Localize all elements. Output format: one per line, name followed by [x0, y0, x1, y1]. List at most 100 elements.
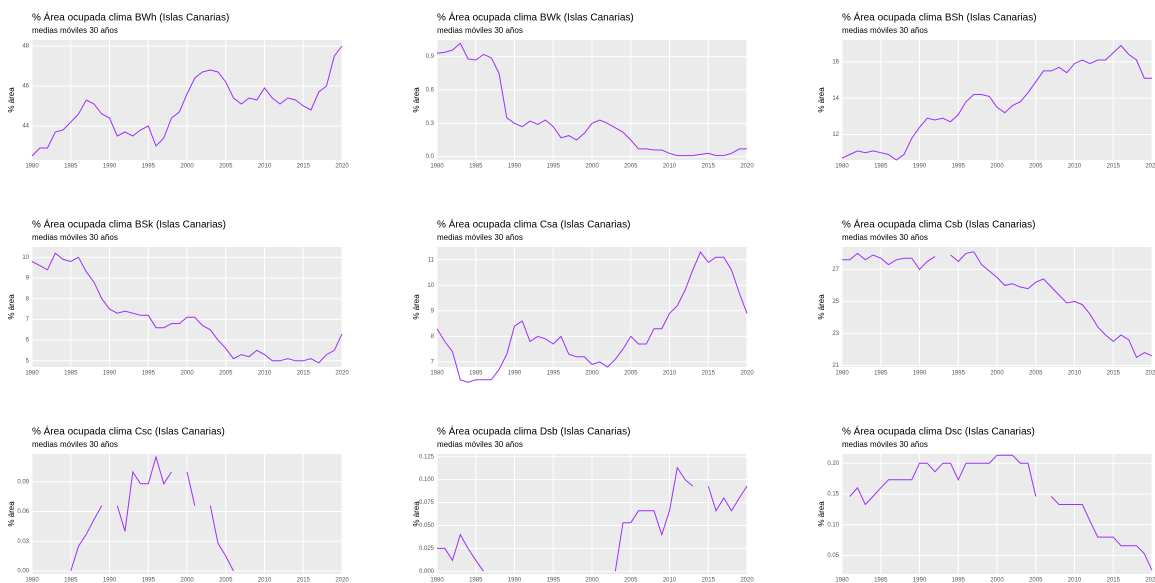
x-tick-label: 1980: [25, 164, 39, 170]
y-tick-label: 16: [832, 59, 839, 65]
y-tick-label: 25: [832, 299, 839, 305]
x-tick-label: 2010: [663, 164, 677, 170]
x-tick-label: 2010: [1068, 578, 1082, 583]
chart-title: % Área ocupada clima Csa (Islas Canarias…: [437, 218, 630, 231]
y-tick-label: 0.20: [827, 461, 839, 467]
x-tick-label: 1985: [64, 578, 78, 583]
x-tick-label: 1995: [952, 578, 966, 583]
chart: % Área ocupada clima Csa (Islas Canarias…: [412, 218, 754, 383]
y-axis-label: % área: [817, 294, 826, 320]
y-tick-label: 8: [431, 334, 435, 340]
x-tick-label: 2000: [585, 371, 599, 377]
y-tick-label: 7: [431, 359, 435, 365]
y-tick-label: 12: [832, 132, 839, 138]
y-axis-label: % área: [7, 294, 16, 320]
chart-subtitle: medias móviles 30 años: [32, 26, 118, 35]
y-axis-label: % área: [7, 501, 16, 527]
x-tick-label: 1980: [25, 371, 39, 377]
x-tick-label: 2020: [335, 164, 349, 170]
x-tick-label: 2010: [663, 371, 677, 377]
x-tick-label: 1980: [835, 371, 849, 377]
x-tick-label: 1995: [952, 164, 966, 170]
x-tick-label: 2010: [663, 578, 677, 583]
y-tick-label: 0.9: [426, 54, 435, 60]
y-tick-label: 11: [428, 257, 435, 263]
y-tick-label: 0.05: [827, 553, 839, 559]
x-tick-label: 2020: [740, 371, 754, 377]
x-tick-label: 1985: [469, 578, 483, 583]
data-line: [31, 252, 343, 364]
x-tick-label: 1985: [469, 371, 483, 377]
x-tick-label: 1995: [952, 371, 966, 377]
y-axis-label: % área: [412, 501, 421, 527]
x-tick-label: 2005: [1029, 164, 1043, 170]
x-tick-label: 2000: [585, 578, 599, 583]
y-tick-label: 27: [832, 267, 839, 273]
y-tick-label: 23: [832, 331, 839, 337]
x-tick-label: 2015: [1107, 371, 1121, 377]
chart-subtitle: medias móviles 30 años: [842, 26, 928, 35]
data-line: [436, 42, 747, 157]
x-tick-label: 2015: [1107, 578, 1121, 583]
x-tick-label: 1995: [547, 164, 561, 170]
x-tick-label: 2000: [990, 578, 1004, 583]
x-tick-label: 2015: [1107, 164, 1121, 170]
x-tick-label: 2020: [740, 164, 754, 170]
chart-title: % Área ocupada clima BWh (Islas Canarias…: [32, 11, 229, 24]
chart: % Área ocupada clima Dsc (Islas Canarias…: [817, 425, 1155, 583]
x-tick-label: 1990: [508, 164, 522, 170]
x-tick-label: 2005: [219, 578, 233, 583]
x-tick-label: 2020: [335, 578, 349, 583]
x-tick-label: 1995: [547, 371, 561, 377]
x-tick-label: 1985: [64, 164, 78, 170]
x-tick-label: 1990: [508, 371, 522, 377]
data-line: [436, 251, 748, 383]
y-tick-label: 0.10: [827, 522, 839, 528]
chart-title: % Área ocupada clima Csc (Islas Canarias…: [32, 425, 225, 438]
x-tick-label: 1980: [430, 578, 444, 583]
x-tick-label: 1985: [874, 164, 888, 170]
y-tick-label: 0.050: [419, 523, 435, 529]
x-tick-label: 1995: [142, 371, 156, 377]
x-tick-label: 2020: [1145, 371, 1155, 377]
y-tick-label: 0.075: [419, 500, 435, 506]
x-tick-label: 1990: [508, 578, 522, 583]
y-tick-label: 7: [26, 317, 30, 323]
x-tick-label: 2015: [702, 578, 716, 583]
x-tick-label: 1985: [874, 578, 888, 583]
x-tick-label: 1980: [430, 164, 444, 170]
x-tick-label: 1980: [835, 164, 849, 170]
x-tick-label: 1990: [913, 164, 927, 170]
x-tick-label: 2005: [219, 164, 233, 170]
y-tick-label: 6: [26, 338, 30, 344]
data-line: [842, 251, 1153, 359]
y-tick-label: 0.06: [17, 509, 29, 515]
chart: % Área ocupada clima BSk (Islas Canarias…: [7, 218, 349, 377]
x-tick-label: 2010: [1068, 164, 1082, 170]
y-tick-label: 21: [832, 363, 839, 369]
chart-subtitle: medias móviles 30 años: [842, 233, 928, 242]
x-tick-label: 2010: [258, 371, 272, 377]
x-tick-label: 2005: [624, 164, 638, 170]
chart-title: % Área ocupada clima Dsb (Islas Canarias…: [437, 425, 630, 438]
chart: % Área ocupada clima BWh (Islas Canarias…: [7, 11, 349, 170]
y-tick-label: 48: [22, 44, 29, 50]
data-line: [70, 455, 234, 572]
x-tick-label: 1995: [547, 578, 561, 583]
x-tick-label: 2000: [990, 164, 1004, 170]
y-tick-label: 8: [26, 296, 30, 302]
x-tick-label: 1980: [430, 371, 444, 377]
y-tick-label: 10: [427, 283, 434, 289]
y-tick-label: 0.125: [419, 454, 435, 460]
x-tick-label: 2020: [1145, 164, 1155, 170]
chart-subtitle: medias móviles 30 años: [437, 26, 523, 35]
y-tick-label: 0.100: [419, 477, 435, 483]
x-tick-label: 1980: [25, 578, 39, 583]
x-tick-label: 2015: [702, 371, 716, 377]
x-tick-label: 2005: [1029, 578, 1043, 583]
x-tick-label: 2000: [585, 164, 599, 170]
y-tick-label: 0.0: [426, 154, 435, 160]
data-line: [31, 45, 343, 157]
data-line: [437, 466, 748, 572]
